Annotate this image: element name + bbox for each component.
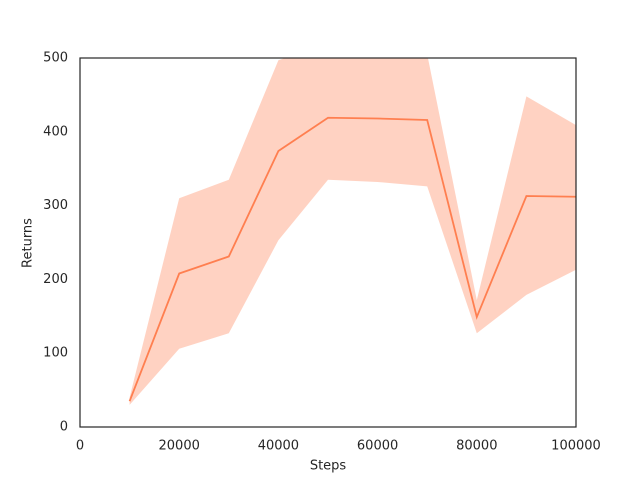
y-tick-label: 200 [43,272,68,287]
x-tick-label: 80000 [456,439,497,454]
y-tick-label: 0 [60,420,68,435]
y-tick-label: 300 [43,198,68,213]
y-tick-label: 500 [43,51,68,66]
y-tick-label: 400 [43,124,68,139]
x-tick-label: 0 [76,439,84,454]
y-tick-label: 100 [43,346,68,361]
x-tick-label: 40000 [258,439,299,454]
line [128,116,576,402]
plot-area [128,58,576,405]
x-tick-label: 60000 [357,439,398,454]
y-axis-label: Returns [21,218,36,268]
x-axis-label: Steps [310,459,347,474]
confidence-band [129,58,576,405]
plot-frame [79,57,577,428]
x-tick-label: 20000 [159,439,200,454]
x-tick-label: 100000 [551,439,601,454]
